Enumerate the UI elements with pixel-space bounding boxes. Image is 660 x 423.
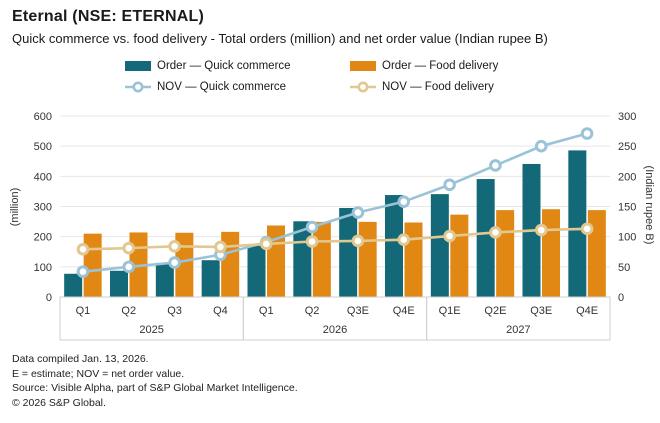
right-axis-tick-label: 150 xyxy=(618,202,636,214)
footnote-copyright: © 2026 S&P Global. xyxy=(12,396,106,409)
marker-nov-quick-commerce xyxy=(76,265,90,278)
bar-order-food-delivery xyxy=(587,210,606,297)
right-axis-tick-label: 200 xyxy=(618,171,636,183)
legend-bar-swatch-icon xyxy=(350,61,376,71)
bar-order-food-delivery xyxy=(83,233,102,297)
left-axis-tick-label: 500 xyxy=(34,141,52,153)
legend-item: Order — Quick commerce xyxy=(125,60,350,72)
marker-nov-food-delivery xyxy=(305,235,319,248)
line-nov-food-delivery xyxy=(82,227,588,251)
line-nov-quick-commerce xyxy=(82,132,588,273)
left-axis-tick-label: 600 xyxy=(34,111,52,123)
year-group-box xyxy=(426,296,611,341)
left-axis-tick-label: 300 xyxy=(34,202,52,214)
left-axis-tick-label: 100 xyxy=(34,262,52,274)
year-label: 2026 xyxy=(323,324,347,336)
quarter-label: Q3E xyxy=(347,305,369,317)
bar-order-food-delivery xyxy=(404,222,423,297)
bar-order-food-delivery xyxy=(221,231,240,297)
page-title: Eternal (NSE: ETERNAL) xyxy=(12,8,204,25)
left-axis-title: (million) xyxy=(9,188,21,227)
bar-order-quick-commerce xyxy=(568,150,587,297)
footnote-abbreviations: E = estimate; NOV = net order value. xyxy=(12,367,185,380)
marker-nov-quick-commerce xyxy=(305,220,319,234)
marker-nov-food-delivery xyxy=(122,241,136,255)
legend-item: NOV — Quick commerce xyxy=(125,80,350,94)
marker-nov-quick-commerce xyxy=(443,178,456,192)
bar-order-quick-commerce xyxy=(155,262,174,297)
chart-subtitle: Quick commerce vs. food delivery - Total… xyxy=(12,31,548,46)
bar-order-quick-commerce xyxy=(64,273,83,297)
quarter-label: Q3E xyxy=(530,305,552,317)
marker-nov-food-delivery xyxy=(259,237,273,251)
legend-label: Order — Food delivery xyxy=(382,60,499,72)
quarter-label: Q1 xyxy=(259,305,274,317)
bar-order-food-delivery xyxy=(450,214,469,297)
bar-order-quick-commerce xyxy=(430,194,449,297)
quarter-label: Q4E xyxy=(576,305,598,317)
marker-nov-food-delivery xyxy=(397,233,411,246)
right-axis-tick-label: 300 xyxy=(618,111,636,123)
quarter-label: Q2E xyxy=(484,305,506,317)
bar-order-food-delivery xyxy=(312,221,331,297)
quarter-label: Q1E xyxy=(439,305,461,317)
bar-order-quick-commerce xyxy=(201,260,220,297)
marker-nov-quick-commerce xyxy=(122,260,136,274)
marker-nov-quick-commerce xyxy=(397,195,411,208)
footnote-source: Source: Visible Alpha, part of S&P Globa… xyxy=(12,382,298,394)
right-axis-tick-label: 0 xyxy=(618,292,624,304)
marker-nov-food-delivery xyxy=(214,240,227,254)
legend-item: Order — Food delivery xyxy=(350,60,498,72)
marker-nov-food-delivery xyxy=(443,229,456,243)
bar-order-food-delivery xyxy=(358,221,377,297)
marker-nov-food-delivery xyxy=(351,234,365,248)
marker-nov-quick-commerce xyxy=(489,159,502,172)
bar-order-quick-commerce xyxy=(385,195,403,297)
year-label: 2027 xyxy=(506,324,530,336)
marker-nov-food-delivery xyxy=(580,222,594,236)
legend-bar-swatch-icon xyxy=(125,61,151,71)
footnotes: Data compiled Jan. 13, 2026. E = estimat… xyxy=(12,352,298,410)
marker-nov-food-delivery xyxy=(76,243,90,256)
marker-nov-food-delivery xyxy=(534,223,548,237)
bar-order-quick-commerce xyxy=(247,245,266,297)
marker-nov-quick-commerce xyxy=(351,206,365,219)
marker-nov-food-delivery xyxy=(168,240,181,253)
left-axis-tick-label: 400 xyxy=(34,171,52,183)
footnote-compiled: Data compiled Jan. 13, 2026. xyxy=(12,353,149,365)
bar-order-food-delivery xyxy=(542,209,560,297)
bar-order-quick-commerce xyxy=(110,270,128,297)
quarter-label: Q2 xyxy=(305,305,320,317)
right-axis-tick-label: 250 xyxy=(618,141,636,153)
legend-label: NOV — Food delivery xyxy=(382,81,494,93)
marker-nov-quick-commerce xyxy=(534,139,548,153)
legend-line-marker-icon xyxy=(350,81,376,93)
left-axis-tick-label: 0 xyxy=(46,292,52,304)
right-axis-tick-label: 100 xyxy=(618,232,636,244)
quarter-label: Q1 xyxy=(76,305,91,317)
legend-label: NOV — Quick commerce xyxy=(157,81,287,93)
legend-line-marker-icon xyxy=(125,81,151,93)
right-axis-title: (Indian rupee B) xyxy=(643,166,655,245)
bar-order-food-delivery xyxy=(496,210,515,297)
legend-item: NOV — Food delivery xyxy=(350,80,498,94)
legend-label: Order — Quick commerce xyxy=(157,60,291,72)
right-axis-tick-label: 50 xyxy=(618,262,630,274)
bar-order-quick-commerce xyxy=(339,208,358,297)
quarter-label: Q2 xyxy=(121,305,136,317)
left-axis-tick-label: 200 xyxy=(34,232,52,244)
quarter-label: Q4E xyxy=(393,305,415,317)
marker-nov-quick-commerce xyxy=(168,256,181,269)
bar-order-quick-commerce xyxy=(476,179,495,297)
year-label: 2025 xyxy=(139,324,163,336)
marker-nov-food-delivery xyxy=(489,226,502,239)
legend: Order — Quick commerce Order — Food deliv… xyxy=(125,60,498,94)
marker-nov-quick-commerce xyxy=(580,127,594,140)
quarter-label: Q3 xyxy=(167,305,182,317)
quarter-label: Q4 xyxy=(213,305,228,317)
